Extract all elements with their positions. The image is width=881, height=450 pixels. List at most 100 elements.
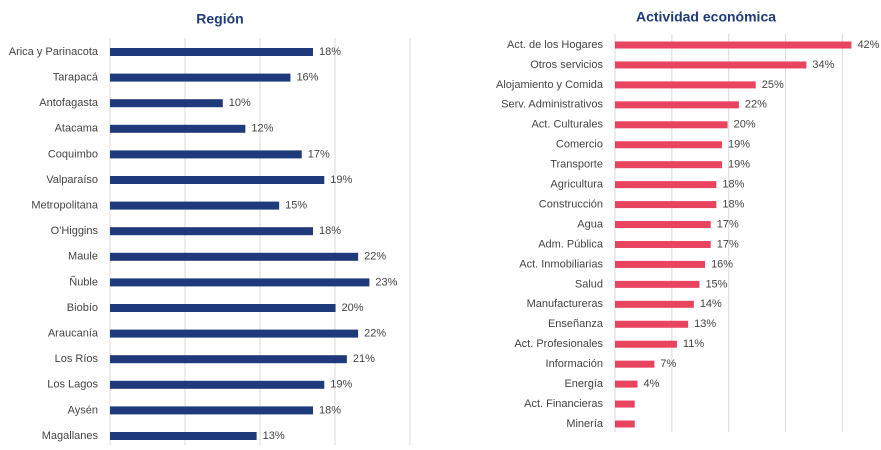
bar	[615, 240, 711, 248]
value-label: 21%	[353, 353, 375, 365]
bar	[615, 300, 694, 308]
category-label: Act. Financieras	[524, 398, 603, 410]
category-label: Otros servicios	[530, 59, 603, 71]
value-label: 34%	[812, 59, 834, 71]
category-label: Act. Culturales	[531, 119, 603, 131]
category-label: Manufactureras	[527, 298, 604, 310]
value-label: 20%	[342, 302, 364, 314]
category-label: Ñuble	[69, 275, 98, 288]
value-label: 10%	[229, 97, 251, 109]
value-label: 11%	[683, 338, 704, 350]
bar	[615, 121, 728, 129]
bar	[110, 304, 336, 312]
value-label: 17%	[717, 238, 739, 250]
category-label: Atacama	[55, 123, 99, 135]
value-label: 7%	[660, 358, 676, 370]
bar	[110, 48, 314, 56]
category-label: Metropolitana	[31, 200, 99, 212]
bar	[615, 260, 706, 268]
bar	[615, 340, 677, 348]
value-label: 19%	[330, 379, 352, 391]
bar	[110, 227, 314, 236]
category-label: Magallanes	[42, 430, 99, 442]
category-label: Tarapacá	[53, 72, 99, 84]
value-label: 16%	[711, 258, 733, 270]
category-label: Araucanía	[48, 328, 99, 340]
value-label: 4%	[644, 378, 660, 390]
bar	[110, 432, 257, 440]
category-label: Salud	[575, 278, 603, 290]
bar	[615, 380, 638, 388]
bar	[615, 61, 807, 69]
bar	[615, 221, 711, 229]
bar	[110, 252, 359, 261]
value-label: 20%	[734, 119, 756, 131]
category-label: Construcción	[539, 198, 603, 210]
bar	[615, 181, 717, 189]
bar	[615, 81, 756, 89]
value-label: 18%	[319, 404, 341, 416]
bar	[110, 124, 246, 133]
bar	[110, 150, 302, 159]
value-label: 12%	[251, 123, 273, 135]
category-label: Agricultura	[550, 179, 603, 191]
value-label: 17%	[308, 148, 330, 160]
category-label: Valparaíso	[46, 174, 98, 186]
value-label: 19%	[728, 139, 750, 151]
category-label: Información	[546, 358, 603, 370]
value-label: 18%	[722, 198, 744, 210]
bar	[615, 360, 655, 368]
category-label: Aysén	[68, 404, 98, 416]
bar	[110, 73, 291, 82]
bar	[615, 141, 722, 149]
category-label: Act. Profesionales	[514, 338, 603, 350]
category-label: Antofagasta	[39, 97, 99, 109]
bar	[110, 278, 370, 287]
category-label: O'Higgins	[51, 225, 99, 237]
value-label: 25%	[762, 79, 784, 91]
category-label: Serv. Administrativos	[501, 99, 603, 111]
value-label: 17%	[717, 218, 739, 230]
value-label: 22%	[364, 251, 386, 263]
category-label: Arica y Parinacota	[9, 46, 99, 58]
value-label: 19%	[330, 174, 352, 186]
category-label: Los Ríos	[55, 353, 99, 365]
value-label: 42%	[857, 39, 879, 51]
value-label: 18%	[319, 225, 341, 237]
bar	[615, 101, 739, 109]
category-label: Agua	[577, 218, 604, 230]
value-label: 18%	[319, 46, 341, 58]
value-label: 15%	[705, 278, 727, 290]
category-label: Act. Inmobiliarias	[519, 258, 603, 270]
category-label: Comercio	[556, 139, 603, 151]
value-label: 15%	[285, 200, 307, 212]
value-label: 19%	[728, 159, 750, 171]
category-label: Biobío	[67, 302, 98, 314]
bar	[615, 41, 852, 49]
bar	[110, 406, 314, 415]
bar	[110, 176, 325, 184]
value-label: 18%	[722, 179, 744, 191]
category-label: Maule	[68, 251, 98, 263]
category-label: Energía	[564, 378, 603, 390]
category-label: Adm. Pública	[538, 238, 604, 250]
bar	[110, 355, 347, 364]
bar	[615, 400, 635, 408]
bar	[110, 99, 223, 108]
category-label: Enseñanza	[548, 318, 604, 330]
value-label: 16%	[296, 72, 318, 84]
value-label: 13%	[694, 318, 716, 330]
category-label: Coquimbo	[48, 148, 98, 160]
bar	[110, 329, 359, 338]
category-label: Minería	[566, 418, 604, 430]
value-label: 22%	[745, 99, 767, 111]
category-label: Transporte	[550, 159, 603, 171]
category-label: Act. de los Hogares	[507, 39, 603, 51]
bar	[615, 420, 635, 428]
bar	[110, 201, 280, 210]
bar	[615, 201, 717, 209]
value-label: 22%	[364, 328, 386, 340]
value-label: 23%	[375, 276, 397, 288]
category-label: Los Lagos	[47, 379, 98, 391]
